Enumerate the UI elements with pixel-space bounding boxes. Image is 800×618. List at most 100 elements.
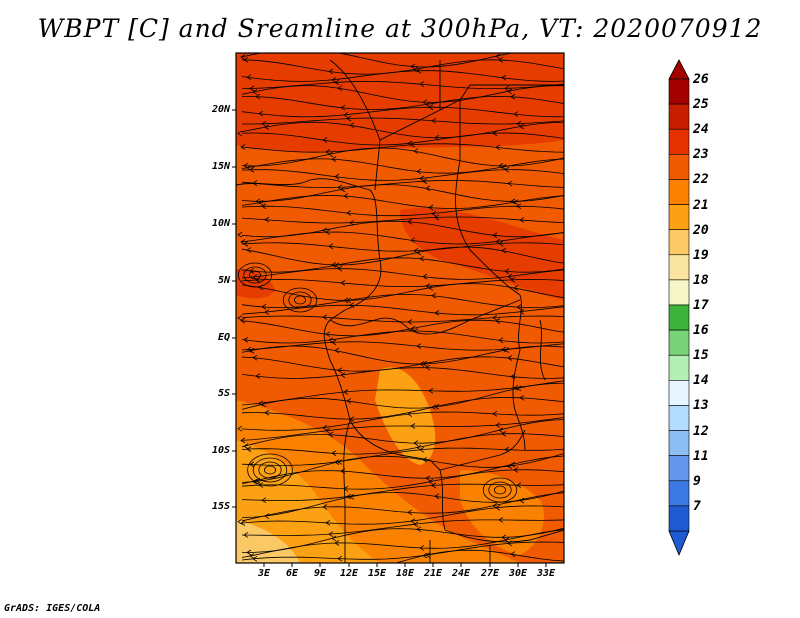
streamline-arrow bbox=[340, 372, 346, 378]
lon-label-24e: 24E bbox=[451, 568, 471, 579]
streamline-arrow bbox=[337, 367, 343, 374]
streamline bbox=[241, 419, 564, 448]
streamline-arrow bbox=[425, 185, 431, 192]
streamline-arrow bbox=[501, 431, 507, 437]
streamline-arrow bbox=[428, 387, 434, 394]
streamline-arrow bbox=[431, 117, 437, 124]
colorbar-box bbox=[668, 329, 690, 356]
streamline-arrow bbox=[501, 74, 507, 81]
streamline-arrow bbox=[510, 277, 516, 283]
streamline bbox=[241, 179, 564, 189]
streamline-eddy bbox=[258, 461, 282, 479]
streamline-arrow bbox=[519, 217, 525, 223]
streamline-arrow bbox=[246, 346, 252, 353]
streamline-arrow bbox=[425, 552, 431, 558]
streamline bbox=[241, 95, 564, 111]
streamline-arrow bbox=[331, 450, 337, 457]
streamline-arrow bbox=[428, 285, 434, 291]
streamline-arrow bbox=[340, 280, 346, 286]
streamline-arrow bbox=[519, 394, 525, 401]
streamline-arrow bbox=[349, 493, 355, 500]
streamline-arrow bbox=[510, 461, 516, 468]
streamline-arrow bbox=[340, 104, 346, 111]
streamline-arrow bbox=[410, 518, 416, 524]
streamline-arrow bbox=[504, 347, 510, 353]
streamline-arrow bbox=[246, 74, 252, 81]
lat-ticks bbox=[232, 109, 236, 508]
colorbar-label: 22 bbox=[693, 172, 709, 188]
boundary-1 bbox=[236, 178, 382, 361]
streamline-arrow bbox=[516, 203, 522, 210]
streamline bbox=[241, 85, 564, 103]
lat-label-15s: 15S bbox=[211, 501, 230, 512]
streamline-arrow bbox=[516, 304, 522, 310]
streamline-arrow bbox=[349, 122, 355, 129]
streamline-arrow bbox=[513, 111, 519, 117]
streamline-arrow bbox=[513, 467, 519, 473]
colorbar-label: 24 bbox=[693, 122, 709, 138]
streamline-arrow bbox=[410, 325, 416, 332]
lat-label-10s: 10S bbox=[211, 445, 230, 456]
streamline-arrow bbox=[492, 130, 498, 137]
streamline-arrow bbox=[507, 355, 513, 361]
streamline-arrow bbox=[237, 315, 243, 321]
streamline-arrow bbox=[416, 444, 422, 451]
field-north-darkred bbox=[236, 53, 564, 153]
streamline-arrow bbox=[519, 123, 525, 130]
colorbar-label: 19 bbox=[693, 247, 709, 263]
streamline-arrow bbox=[422, 456, 428, 463]
streamline-arrow bbox=[410, 142, 416, 148]
streamline-arrow bbox=[328, 68, 334, 75]
colorbar-box bbox=[668, 204, 690, 230]
streamline-arrow bbox=[334, 173, 340, 180]
streamline-arrow bbox=[337, 555, 343, 562]
streamline-eddy bbox=[252, 457, 288, 483]
streamline-arrow bbox=[507, 88, 513, 95]
streamline-arrow bbox=[434, 403, 440, 410]
streamline-arrow bbox=[416, 67, 422, 74]
streamline-arrow bbox=[325, 229, 331, 235]
boundary-8 bbox=[439, 429, 526, 471]
colorbar-box bbox=[668, 154, 690, 180]
lat-label-20n: 20N bbox=[211, 104, 230, 115]
lon-label-21e: 21E bbox=[423, 568, 443, 579]
streamline bbox=[241, 447, 564, 466]
streamline-arrow bbox=[492, 410, 498, 417]
streamline bbox=[241, 216, 564, 224]
streamline-arrow bbox=[513, 285, 519, 291]
streamline-arrow bbox=[422, 360, 428, 367]
streamline-arrow bbox=[422, 178, 428, 185]
streamline-arrow bbox=[407, 509, 413, 516]
streamline-arrow bbox=[431, 210, 437, 217]
lat-label-eq: EQ bbox=[217, 332, 230, 343]
streamline-arrow bbox=[495, 238, 501, 245]
streamline-arrow bbox=[425, 101, 431, 108]
streamline-arrow bbox=[334, 347, 340, 354]
streamline-arrow bbox=[249, 553, 255, 559]
field-east-darkred bbox=[400, 207, 564, 300]
colorbar-box bbox=[668, 455, 690, 482]
colorbar-bottom-arrow bbox=[668, 530, 690, 557]
streamline bbox=[241, 455, 564, 485]
streamline-arrow bbox=[346, 297, 352, 304]
streamline-arrow bbox=[261, 120, 267, 127]
streamline-arrow bbox=[328, 337, 334, 343]
streamline bbox=[241, 231, 564, 245]
streamline-arrow bbox=[243, 57, 249, 63]
colorbar-box bbox=[668, 254, 690, 281]
streamline-arrow bbox=[249, 347, 255, 354]
colorbar-label: 12 bbox=[693, 423, 709, 439]
colorbar-label: 26 bbox=[693, 72, 709, 87]
streamline-arrow bbox=[322, 504, 328, 510]
streamline-arrow bbox=[410, 63, 416, 70]
streamline-arrow bbox=[240, 144, 246, 150]
streamline-arrow bbox=[246, 549, 252, 556]
streamline-arrow bbox=[422, 99, 428, 106]
streamline-arrow bbox=[340, 186, 346, 193]
colorbar bbox=[668, 59, 690, 557]
colorbar-label: 9 bbox=[693, 473, 701, 489]
streamline-eddy bbox=[263, 465, 276, 475]
streamline-arrow bbox=[328, 431, 334, 438]
streamline-arrow bbox=[413, 440, 419, 446]
streamline bbox=[241, 519, 564, 536]
